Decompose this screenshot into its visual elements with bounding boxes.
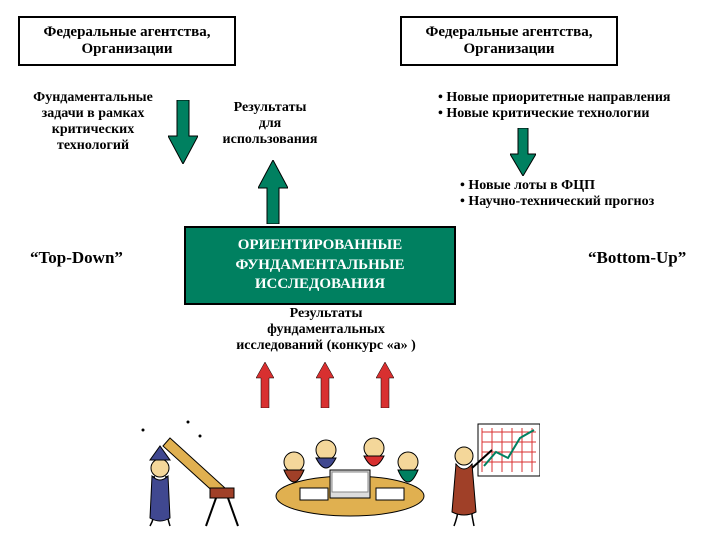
left-text-3: критических <box>18 122 168 138</box>
top-left-line2: Организации <box>30 41 224 58</box>
top-right-line2: Организации <box>412 41 606 58</box>
right-top-b2: • Новые критические технологии <box>438 106 670 122</box>
right-bullets-top: • Новые приоритетные направления • Новые… <box>438 90 670 122</box>
arrow-down-icon <box>168 100 198 164</box>
arrow-up-icon <box>258 160 288 224</box>
top-left-box: Федеральные агентства, Организации <box>18 16 236 66</box>
top-right-box: Федеральные агентства, Организации <box>400 16 618 66</box>
bottom-text-3: исследований (конкурс «а» ) <box>210 338 442 354</box>
mid-text-2: для <box>210 116 330 132</box>
bottom-text-2: фундаментальных <box>210 322 442 338</box>
mid-text-block: Результаты для использования <box>210 100 330 148</box>
left-text-block: Фундаментальные задачи в рамках критичес… <box>18 90 168 154</box>
arrow-up-red-icon <box>376 362 394 408</box>
left-text-2: задачи в рамках <box>18 106 168 122</box>
right-bot-b1: • Новые лоты в ФЦП <box>460 178 654 194</box>
green-line1: ОРИЕНТИРОВАННЫЕ <box>202 236 438 256</box>
bottom-text-1: Результаты <box>210 306 442 322</box>
left-text-4: технологий <box>18 138 168 154</box>
top-left-line1: Федеральные агентства, <box>30 24 224 41</box>
mid-text-3: использования <box>210 132 330 148</box>
bottom-up-label: “Bottom-Up” <box>588 248 686 268</box>
bottom-text-block: Результаты фундаментальных исследований … <box>210 306 442 354</box>
center-green-box: ОРИЕНТИРОВАННЫЕ ФУНДАМЕНТАЛЬНЫЕ ИССЛЕДОВ… <box>184 226 456 305</box>
arrow-down-icon <box>510 128 536 176</box>
right-bullets-bottom: • Новые лоты в ФЦП • Научно-технический … <box>460 178 654 210</box>
illustration-icon <box>120 408 540 534</box>
top-right-line1: Федеральные агентства, <box>412 24 606 41</box>
arrow-up-red-icon <box>256 362 274 408</box>
top-down-label: “Top-Down” <box>30 248 123 268</box>
arrow-up-red-icon <box>316 362 334 408</box>
left-text-1: Фундаментальные <box>18 90 168 106</box>
green-line3: ИССЛЕДОВАНИЯ <box>202 275 438 295</box>
right-top-b1: • Новые приоритетные направления <box>438 90 670 106</box>
right-bot-b2: • Научно-технический прогноз <box>460 194 654 210</box>
green-line2: ФУНДАМЕНТАЛЬНЫЕ <box>202 256 438 276</box>
mid-text-1: Результаты <box>210 100 330 116</box>
